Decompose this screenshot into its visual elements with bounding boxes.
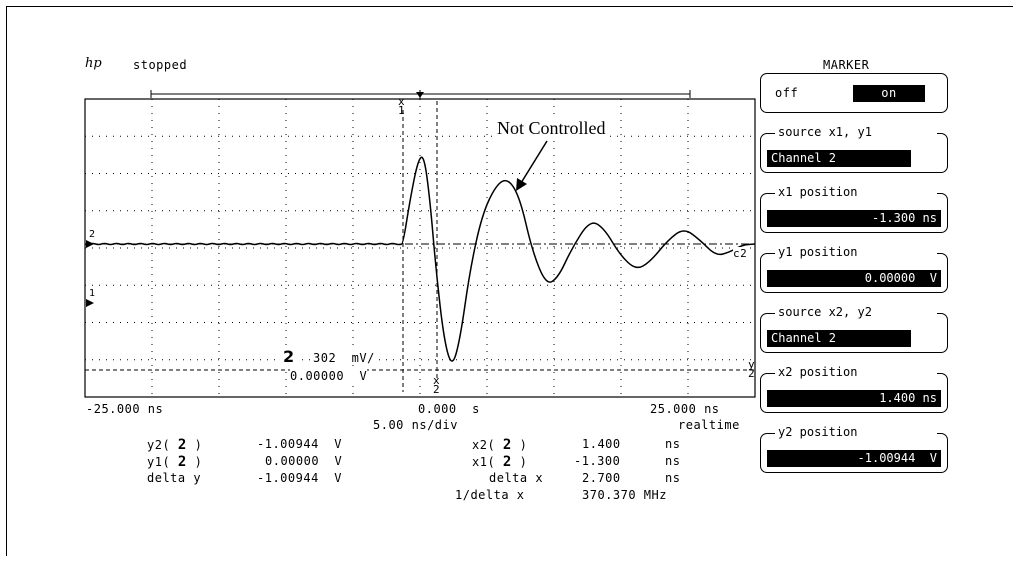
channel-1-tag: 1 — [89, 288, 96, 299]
x1-position-label: x1 position — [775, 185, 937, 199]
source-x1-y1-button[interactable]: source x1, y1 Channel 2 — [760, 125, 948, 173]
source-x2-y2-value[interactable]: Channel 2 — [767, 330, 911, 347]
x1-readout-unit: ns — [665, 454, 681, 468]
annotation-label: Not Controlled — [497, 118, 606, 139]
marker-off-option[interactable]: off — [775, 86, 799, 100]
y1-position-button[interactable]: y1 position 0.00000 V — [760, 245, 948, 293]
x2-readout-value: 1.400 — [582, 437, 621, 451]
annotation-arrow — [520, 140, 548, 184]
x2-position-label: x2 position — [775, 365, 937, 379]
y2-position-label: y2 position — [775, 425, 937, 439]
channel-2-waveform — [84, 156, 756, 362]
x2-position-value[interactable]: 1.400 ns — [767, 390, 941, 407]
x1-readout-value: -1.300 — [574, 454, 621, 468]
y2-readout-value: -1.00944 V — [257, 437, 342, 451]
delta-x-unit: ns — [665, 471, 681, 485]
y1-readout-value: 0.00000 V — [265, 454, 343, 468]
delta-y-label: delta y — [147, 471, 202, 485]
y1-position-value[interactable]: 0.00000 V — [767, 270, 941, 287]
graticule-border — [84, 98, 756, 398]
source-x2-y2-button[interactable]: source x2, y2 Channel 2 — [760, 305, 948, 353]
time-left-label: -25.000 ns — [86, 402, 164, 416]
x1-position-value[interactable]: -1.300 ns — [767, 210, 941, 227]
x2-marker-tag: x 2 — [433, 374, 441, 396]
marker-menu-title: MARKER — [823, 58, 870, 72]
screen-frame — [6, 6, 1013, 556]
delta-y-value: -1.00944 V — [257, 471, 342, 485]
acquisition-status: stopped — [133, 58, 188, 72]
channel-2-indicator-icon — [86, 240, 94, 248]
x1-marker-tag: x 1 — [398, 95, 406, 117]
x2-readout-unit: ns — [665, 437, 681, 451]
y2-position-button[interactable]: y2 position -1.00944 V — [760, 425, 948, 473]
x2-position-button[interactable]: x2 position 1.400 ns — [760, 365, 948, 413]
y2-readout-label: y2( 2 ) — [147, 437, 203, 453]
y2-position-value[interactable]: -1.00944 V — [767, 450, 941, 467]
y1-position-label: y1 position — [775, 245, 937, 259]
time-center-label: 0.000 s — [418, 402, 480, 416]
channel-offset: 0.00000 V — [290, 369, 368, 383]
inverse-delta-x-label: 1/delta x — [455, 488, 525, 502]
y1-readout-label: y1( 2 ) — [147, 454, 203, 470]
acquisition-mode-label: realtime — [678, 418, 740, 432]
delta-x-value: 2.700 — [582, 471, 621, 485]
delta-x-label: delta x — [489, 471, 544, 485]
timebase-label: 5.00 ns/div — [373, 418, 458, 432]
marker-on-option[interactable]: on — [853, 85, 925, 102]
x2-readout-label: x2( 2 ) — [472, 437, 528, 453]
source-x2-y2-label: source x2, y2 — [775, 305, 937, 319]
marker-on-off-toggle[interactable]: off on — [760, 73, 948, 113]
channel-2-tag: 2 — [89, 229, 96, 240]
graticule-grid — [85, 99, 755, 397]
x1-readout-label: x1( 2 ) — [472, 454, 528, 470]
inverse-delta-x-value: 370.370 MHz — [582, 488, 667, 502]
hp-logo: hp — [85, 56, 102, 71]
source-x1-y1-value[interactable]: Channel 2 — [767, 150, 911, 167]
y2-marker-tag: y 2 — [748, 358, 756, 380]
channel-2-right-tag: c2 — [733, 247, 748, 260]
channel-number: 2 — [281, 347, 297, 366]
time-right-label: 25.000 ns — [650, 402, 720, 416]
source-x1-y1-label: source x1, y1 — [775, 125, 937, 139]
x1-position-button[interactable]: x1 position -1.300 ns — [760, 185, 948, 233]
channel-1-indicator-icon — [86, 299, 94, 307]
channel-scale: 302 mV/ — [313, 351, 375, 365]
